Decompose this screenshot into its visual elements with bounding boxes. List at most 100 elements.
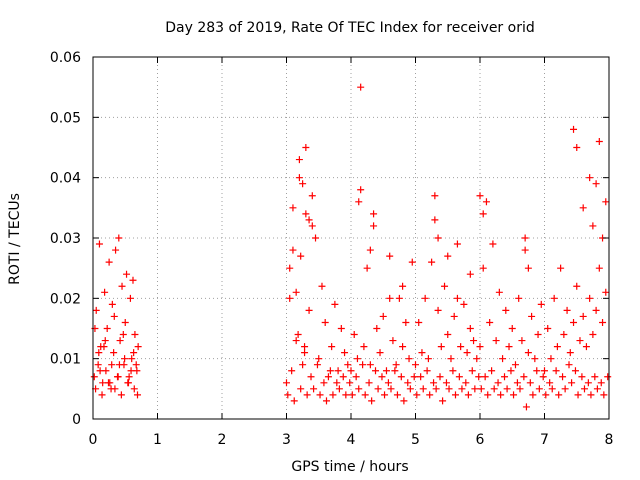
data-point <box>404 379 412 387</box>
data-point <box>495 288 503 296</box>
data-point <box>124 379 132 387</box>
x-tick-label: 6 <box>476 432 485 448</box>
data-point <box>589 222 597 230</box>
data-point <box>421 294 429 302</box>
data-point <box>125 373 133 381</box>
data-point <box>106 379 114 387</box>
data-point <box>121 318 129 326</box>
data-point <box>119 331 127 339</box>
data-point <box>366 361 374 369</box>
data-point <box>595 264 603 272</box>
data-point <box>457 343 465 351</box>
data-point <box>473 355 481 363</box>
data-point <box>348 391 356 399</box>
y-tick-label: 0.01 <box>50 352 81 368</box>
y-tick-label: 0.05 <box>50 110 81 126</box>
data-point <box>294 331 302 339</box>
data-point <box>524 349 532 357</box>
data-point <box>484 391 492 399</box>
data-point <box>547 355 555 363</box>
data-point <box>297 385 305 393</box>
data-point <box>492 337 500 345</box>
data-point <box>529 391 537 399</box>
data-point <box>584 379 592 387</box>
x-tick-label: 2 <box>218 432 227 448</box>
data-point <box>405 355 413 363</box>
data-point <box>518 337 526 345</box>
data-point <box>470 337 478 345</box>
data-point <box>592 180 600 188</box>
data-point <box>370 222 378 230</box>
data-point <box>302 144 310 151</box>
data-point <box>419 385 427 393</box>
grid-lines <box>93 57 609 419</box>
data-point <box>400 397 408 405</box>
data-point <box>445 385 453 393</box>
data-point <box>101 288 109 296</box>
data-point <box>542 391 550 399</box>
x-tick-label: 3 <box>282 432 291 448</box>
data-point <box>589 331 597 339</box>
data-point <box>458 385 466 393</box>
data-point <box>431 216 439 224</box>
data-point <box>131 331 139 339</box>
data-point <box>310 385 318 393</box>
data-point <box>333 379 341 387</box>
data-point <box>299 361 307 369</box>
data-point <box>130 349 138 357</box>
data-point <box>468 367 476 375</box>
data-point <box>92 306 100 314</box>
data-point <box>115 234 123 242</box>
data-point <box>418 349 426 357</box>
x-tick-label: 5 <box>411 432 420 448</box>
data-point <box>302 210 310 218</box>
data-point <box>455 373 463 381</box>
data-point <box>114 373 122 381</box>
data-point <box>417 373 425 381</box>
data-point <box>370 210 378 218</box>
data-point <box>602 288 610 296</box>
data-point <box>453 240 461 248</box>
y-axis-label: ROTI / TECUs <box>7 193 23 285</box>
data-point <box>593 385 601 393</box>
data-point <box>479 264 487 272</box>
data-point <box>579 312 587 320</box>
data-point <box>436 373 444 381</box>
data-point <box>328 343 336 351</box>
data-point <box>546 379 554 387</box>
data-point <box>528 312 536 320</box>
data-point <box>477 385 485 393</box>
data-point <box>312 234 320 242</box>
data-point <box>464 391 472 399</box>
data-point <box>292 288 300 296</box>
data-point <box>571 367 579 375</box>
data-point <box>288 367 296 375</box>
data-point <box>105 258 113 266</box>
data-point <box>286 264 294 272</box>
data-point <box>111 385 119 393</box>
data-point <box>335 385 343 393</box>
data-point <box>391 367 399 375</box>
data-point <box>466 270 474 278</box>
data-point <box>117 391 125 399</box>
data-point <box>286 294 294 302</box>
data-point <box>406 385 414 393</box>
data-point <box>313 361 321 369</box>
data-point <box>502 306 510 314</box>
data-point <box>395 294 403 302</box>
data-point <box>350 331 358 339</box>
data-point <box>110 312 118 320</box>
data-point <box>115 361 123 369</box>
data-point <box>505 343 513 351</box>
data-point <box>574 391 582 399</box>
data-point <box>447 355 455 363</box>
y-tick-label: 0.04 <box>50 171 81 187</box>
data-point <box>426 391 434 399</box>
data-point <box>339 373 347 381</box>
x-axis-label: GPS time / hours <box>291 459 408 475</box>
x-tick-label: 8 <box>605 432 614 448</box>
data-point <box>439 397 447 405</box>
data-point <box>521 246 529 254</box>
data-point <box>424 355 432 363</box>
data-point <box>402 318 410 326</box>
